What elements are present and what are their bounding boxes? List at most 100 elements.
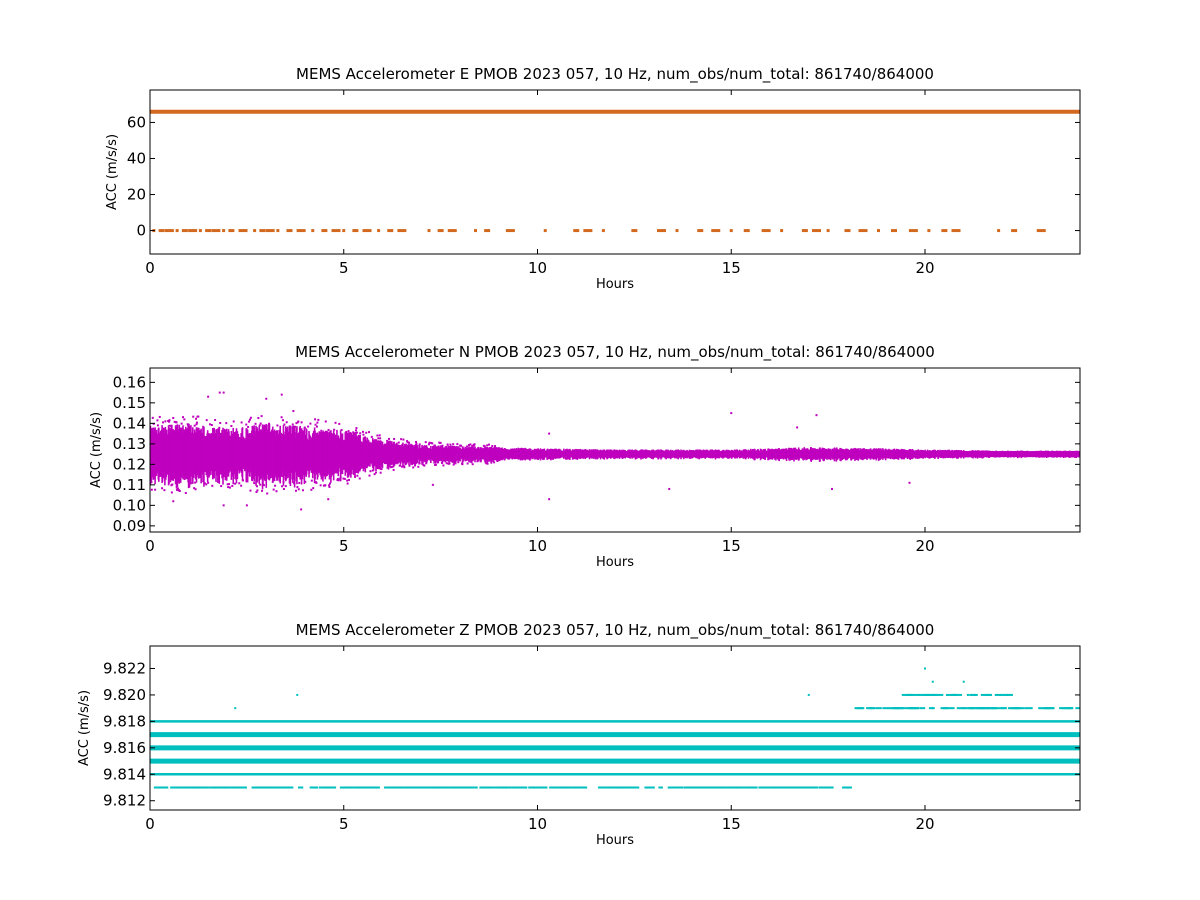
data-point	[328, 482, 331, 485]
data-point	[205, 229, 212, 233]
data-point	[584, 786, 588, 789]
data-point	[448, 462, 451, 465]
data-outlier	[431, 483, 434, 486]
data-point	[179, 786, 184, 789]
y-tick-label: 9.812	[103, 792, 146, 810]
data-point	[783, 786, 793, 789]
data-point	[393, 437, 396, 440]
chart-panel-1: MEMS Accelerometer N PMOB 2023 057, 10 H…	[89, 343, 1081, 570]
x-tick-label: 10	[528, 815, 547, 833]
data-point	[484, 460, 487, 463]
data-point	[951, 229, 961, 233]
data-point	[490, 460, 493, 463]
y-tick-label: 9.822	[103, 659, 146, 677]
data-point	[894, 707, 903, 710]
data-point	[231, 485, 234, 488]
data-point	[563, 786, 569, 789]
x-tick-label: 0	[145, 537, 155, 555]
data-point	[1012, 707, 1025, 710]
data-point	[295, 489, 298, 492]
data-point	[487, 443, 490, 446]
data-point	[225, 422, 228, 425]
data-point	[218, 426, 221, 429]
data-layer	[150, 391, 1080, 511]
data-point	[491, 445, 494, 448]
data-point	[970, 707, 975, 710]
data-point	[439, 441, 442, 444]
data-outlier	[292, 410, 295, 413]
x-axis-label: Hours	[596, 555, 634, 570]
data-point	[704, 786, 708, 789]
data-point	[908, 693, 912, 696]
data-point	[486, 786, 496, 789]
data-point	[345, 430, 348, 433]
data-point	[377, 437, 380, 440]
data-point	[460, 444, 463, 447]
data-point	[261, 489, 264, 492]
data-point	[312, 487, 315, 490]
data-outlier	[222, 391, 225, 394]
data-point	[253, 482, 256, 485]
data-point	[451, 786, 456, 789]
y-axis-label: ACC (m/s/s)	[105, 134, 120, 210]
data-point	[961, 707, 966, 710]
data-point	[354, 475, 357, 478]
data-point	[1006, 693, 1010, 696]
data-point	[1045, 707, 1053, 710]
data-point	[282, 487, 285, 490]
data-point	[342, 229, 346, 233]
data-point	[321, 229, 328, 233]
data-outlier	[234, 707, 237, 710]
data-point	[927, 693, 930, 696]
data-point	[952, 693, 957, 696]
data-point	[339, 476, 342, 479]
data-point	[415, 442, 418, 445]
data-point	[408, 441, 411, 444]
data-layer	[150, 667, 1080, 789]
data-point	[825, 786, 831, 789]
data-point	[1000, 707, 1006, 710]
data-point	[729, 229, 733, 233]
data-point	[298, 481, 301, 484]
data-point	[271, 480, 274, 483]
data-point	[456, 786, 462, 789]
data-point	[530, 786, 535, 789]
data-point	[314, 418, 317, 421]
data-point	[175, 229, 179, 233]
data-point	[966, 693, 969, 696]
data-point	[362, 229, 372, 233]
data-point	[168, 419, 171, 422]
data-point	[221, 786, 231, 789]
data-point	[393, 786, 403, 789]
data-point	[214, 786, 217, 789]
data-point	[257, 416, 260, 419]
data-point	[324, 420, 327, 423]
x-tick-label: 20	[915, 537, 934, 555]
data-outlier	[265, 397, 268, 400]
data-point	[174, 786, 180, 789]
data-point	[495, 786, 500, 789]
data-point	[309, 422, 312, 425]
data-point	[216, 480, 219, 483]
data-point	[346, 482, 349, 485]
data-point	[338, 422, 341, 425]
data-point	[296, 486, 299, 489]
data-point	[162, 421, 165, 424]
data-point	[281, 485, 284, 488]
data-point	[228, 486, 231, 489]
data-point	[456, 443, 459, 446]
data-point	[265, 229, 275, 233]
data-point	[211, 229, 221, 233]
data-point	[249, 489, 252, 492]
data-point	[198, 229, 202, 233]
data-point	[205, 419, 208, 422]
data-point	[544, 786, 548, 789]
data-point	[355, 427, 358, 430]
data-point	[539, 786, 546, 789]
data-point	[469, 443, 472, 446]
data-point	[259, 422, 262, 425]
data-point	[275, 490, 278, 493]
data-point	[856, 707, 865, 710]
data-point	[340, 429, 343, 432]
data-point	[391, 465, 394, 468]
